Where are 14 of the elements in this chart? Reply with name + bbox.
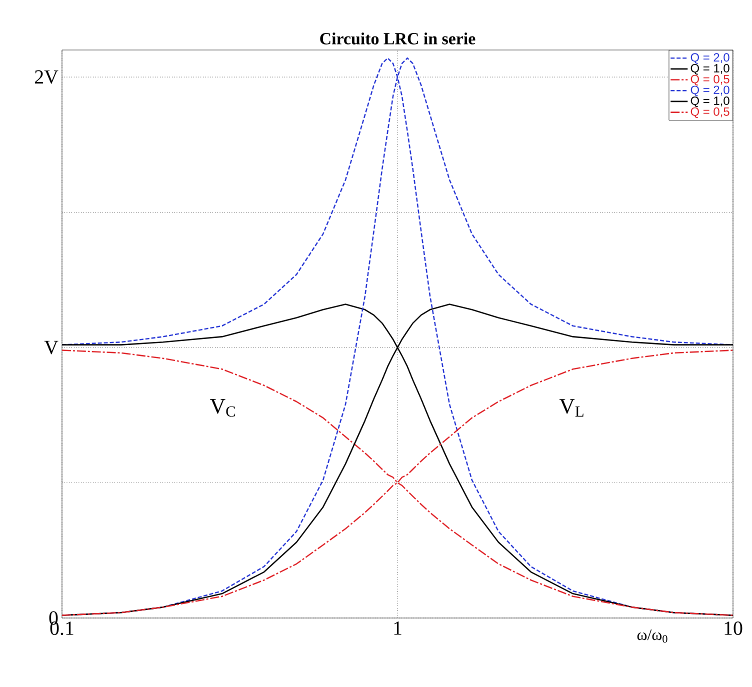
legend-label: Q = 1,0 [690,96,730,108]
legend-label: Q = 2,0 [690,86,730,96]
legend-label: Q = 0,5 [690,74,730,86]
chart-title: Circuito LRC in serie [320,32,476,44]
y-tick-label: 2V [35,70,58,84]
legend-label: Q = 1,0 [690,64,730,75]
x-tick-label: 1 [394,622,402,635]
x-tick-label: 10 [724,622,742,635]
y-tick-label: V [44,340,58,354]
legend-label: Q = 2,0 [690,53,730,64]
legend-label: Q = 0,5 [690,107,730,118]
x-axis-title: ω/ω$_{0}$ [637,630,668,643]
annotation: V$_{C}$ [210,399,235,417]
annotation: V$_{L}$ [559,399,584,417]
